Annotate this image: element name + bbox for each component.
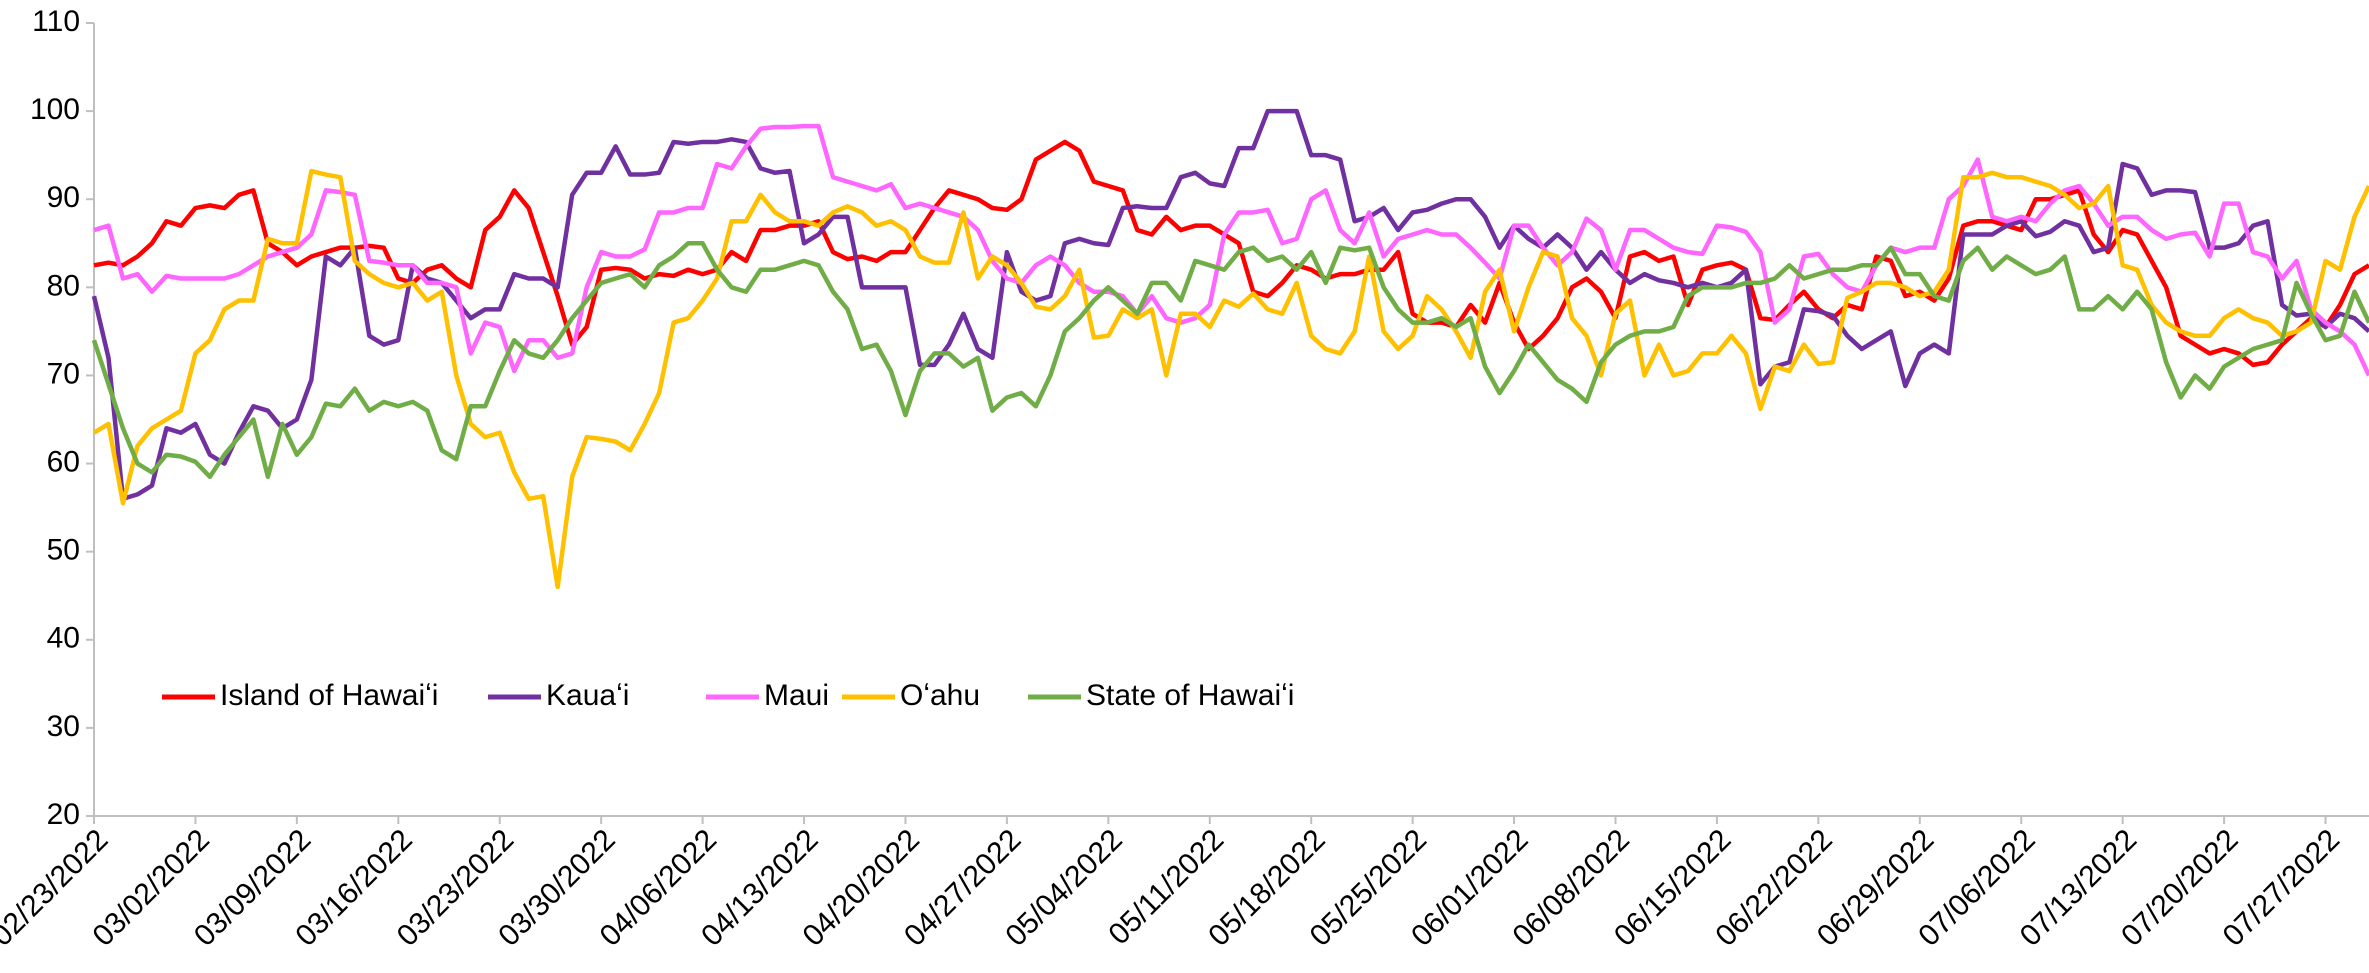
legend-label: Island of Hawaiʻi <box>220 679 438 712</box>
y-tick-label: 60 <box>47 445 80 478</box>
y-tick-label: 20 <box>47 798 80 831</box>
y-tick-label: 30 <box>47 710 80 743</box>
legend-label: Maui <box>764 679 829 712</box>
series-line <box>91 108 2369 502</box>
series-line <box>93 123 2369 377</box>
legend-label: State of Hawaiʻi <box>1086 679 1294 712</box>
series-line <box>92 168 2369 590</box>
series-line <box>93 139 2369 368</box>
y-tick-label: 110 <box>32 5 80 38</box>
y-tick-label: 90 <box>47 181 80 214</box>
legend: Island of Hawaiʻi Kauaʻi Maui Oʻahu State of… <box>162 679 1294 712</box>
y-tick-label: 70 <box>47 357 80 390</box>
legend-label: Kauaʻi <box>546 679 629 712</box>
legend-label: Oʻahu <box>900 679 980 712</box>
y-tick-label: 100 <box>30 93 80 126</box>
y-tick-label: 50 <box>47 534 80 567</box>
series-line <box>91 241 2369 480</box>
y-tick-label: 80 <box>47 269 80 302</box>
y-tick-label: 40 <box>47 622 80 655</box>
